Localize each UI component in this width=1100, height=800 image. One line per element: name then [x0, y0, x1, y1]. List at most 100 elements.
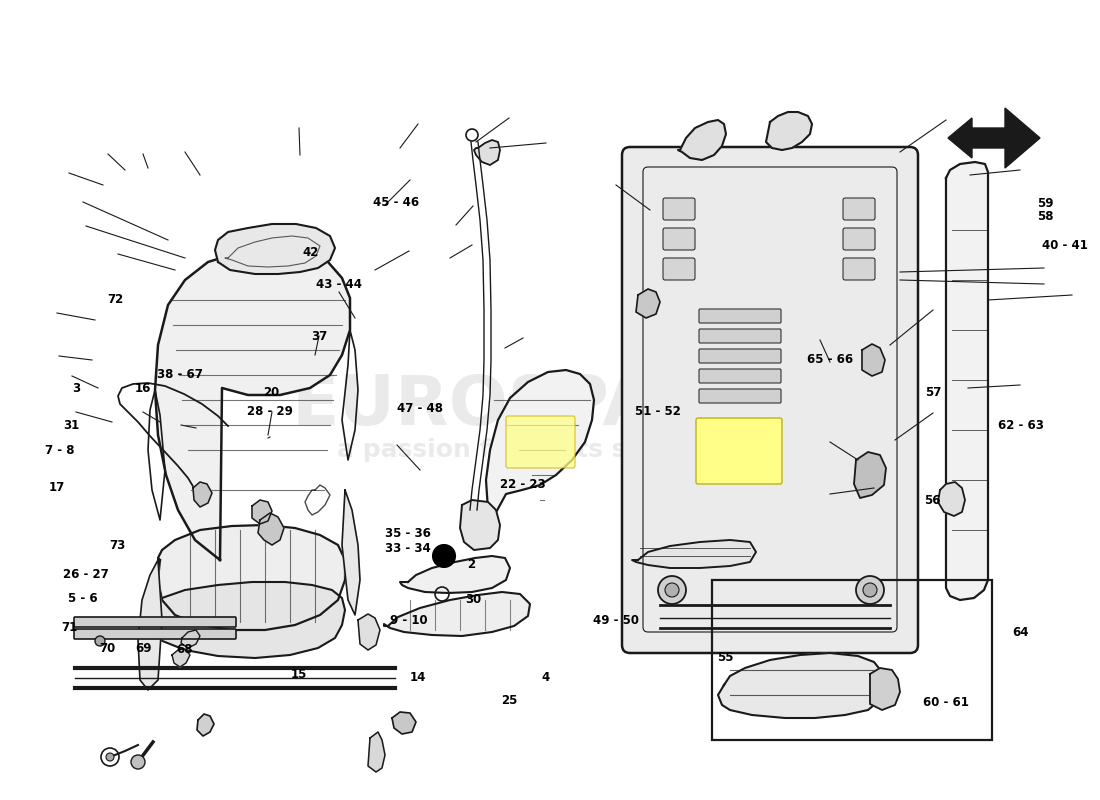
- Polygon shape: [632, 540, 756, 568]
- Polygon shape: [948, 108, 1040, 168]
- Circle shape: [106, 753, 114, 761]
- FancyBboxPatch shape: [621, 147, 918, 653]
- Text: 57: 57: [925, 386, 940, 398]
- Circle shape: [666, 583, 679, 597]
- Text: 4: 4: [541, 671, 550, 684]
- Polygon shape: [400, 556, 510, 593]
- Text: 69: 69: [134, 642, 152, 654]
- FancyBboxPatch shape: [698, 349, 781, 363]
- Text: 40 - 41: 40 - 41: [1042, 239, 1088, 252]
- FancyBboxPatch shape: [843, 258, 874, 280]
- Text: 33 - 34: 33 - 34: [385, 542, 431, 555]
- Text: 64: 64: [1013, 626, 1030, 638]
- FancyBboxPatch shape: [506, 416, 575, 468]
- Text: 49 - 50: 49 - 50: [593, 614, 639, 626]
- FancyBboxPatch shape: [843, 228, 874, 250]
- Circle shape: [658, 576, 686, 604]
- Polygon shape: [182, 630, 200, 648]
- Text: 62 - 63: 62 - 63: [998, 419, 1044, 432]
- Polygon shape: [358, 614, 379, 650]
- Text: 73: 73: [110, 539, 125, 552]
- Text: 55: 55: [717, 651, 733, 664]
- Text: 26 - 27: 26 - 27: [63, 568, 109, 581]
- Polygon shape: [636, 289, 660, 318]
- Text: 22 - 23: 22 - 23: [499, 478, 546, 491]
- FancyBboxPatch shape: [698, 389, 781, 403]
- Polygon shape: [678, 120, 726, 160]
- Polygon shape: [138, 560, 162, 690]
- Text: 31: 31: [64, 419, 79, 432]
- FancyBboxPatch shape: [698, 329, 781, 343]
- Circle shape: [131, 755, 145, 769]
- Polygon shape: [718, 653, 884, 718]
- Text: 51 - 52: 51 - 52: [635, 405, 681, 418]
- Text: 56: 56: [924, 494, 940, 506]
- Polygon shape: [158, 525, 345, 630]
- Text: 15: 15: [292, 668, 307, 681]
- Text: 38 - 67: 38 - 67: [157, 368, 204, 381]
- Text: 59: 59: [1036, 197, 1054, 210]
- Polygon shape: [214, 224, 336, 274]
- Polygon shape: [870, 668, 900, 710]
- Text: 71: 71: [62, 621, 77, 634]
- Polygon shape: [854, 452, 886, 498]
- Text: 45 - 46: 45 - 46: [373, 196, 419, 209]
- Polygon shape: [938, 482, 965, 516]
- FancyBboxPatch shape: [698, 309, 781, 323]
- Text: 20: 20: [264, 386, 279, 398]
- FancyBboxPatch shape: [663, 258, 695, 280]
- Polygon shape: [172, 649, 190, 667]
- Circle shape: [864, 583, 877, 597]
- Text: 35 - 36: 35 - 36: [385, 527, 431, 540]
- Text: a passion for parts since 1985: a passion for parts since 1985: [337, 438, 763, 462]
- Text: 2: 2: [466, 558, 475, 571]
- Polygon shape: [342, 490, 360, 615]
- FancyBboxPatch shape: [698, 369, 781, 383]
- Polygon shape: [486, 370, 594, 530]
- Text: 14: 14: [410, 671, 426, 684]
- Polygon shape: [155, 248, 350, 560]
- Text: 60 - 61: 60 - 61: [923, 696, 969, 709]
- Text: 5 - 6: 5 - 6: [68, 592, 97, 605]
- FancyBboxPatch shape: [696, 418, 782, 484]
- Text: 28 - 29: 28 - 29: [246, 405, 293, 418]
- FancyBboxPatch shape: [74, 629, 236, 639]
- Text: 37: 37: [311, 330, 327, 343]
- Polygon shape: [192, 482, 212, 507]
- Text: 25: 25: [502, 694, 517, 706]
- Polygon shape: [197, 714, 215, 736]
- Circle shape: [433, 545, 455, 567]
- FancyBboxPatch shape: [663, 198, 695, 220]
- Text: 30: 30: [465, 593, 481, 606]
- Polygon shape: [384, 592, 530, 636]
- Text: 70: 70: [100, 642, 116, 654]
- Polygon shape: [392, 712, 416, 734]
- Text: 7 - 8: 7 - 8: [45, 444, 74, 457]
- Polygon shape: [145, 582, 345, 658]
- Text: 16: 16: [135, 382, 151, 394]
- Circle shape: [95, 636, 104, 646]
- Polygon shape: [946, 162, 988, 600]
- Text: 3: 3: [72, 382, 80, 394]
- Text: 72: 72: [108, 293, 123, 306]
- Polygon shape: [474, 140, 500, 165]
- Text: 42: 42: [302, 246, 318, 258]
- Polygon shape: [368, 732, 385, 772]
- Text: 43 - 44: 43 - 44: [316, 278, 362, 291]
- Text: EUROSPARES: EUROSPARES: [292, 371, 808, 438]
- FancyBboxPatch shape: [663, 228, 695, 250]
- Text: 58: 58: [1036, 210, 1054, 223]
- FancyBboxPatch shape: [843, 198, 874, 220]
- Polygon shape: [766, 112, 812, 150]
- Text: 65 - 66: 65 - 66: [807, 353, 854, 366]
- Polygon shape: [862, 344, 886, 376]
- Polygon shape: [460, 500, 500, 550]
- Polygon shape: [252, 500, 272, 524]
- Text: 47 - 48: 47 - 48: [397, 402, 443, 414]
- Circle shape: [856, 576, 884, 604]
- Bar: [712, 580, 992, 740]
- Text: 17: 17: [50, 481, 65, 494]
- FancyBboxPatch shape: [74, 617, 236, 627]
- Text: 9 - 10: 9 - 10: [390, 614, 428, 626]
- Polygon shape: [258, 513, 284, 545]
